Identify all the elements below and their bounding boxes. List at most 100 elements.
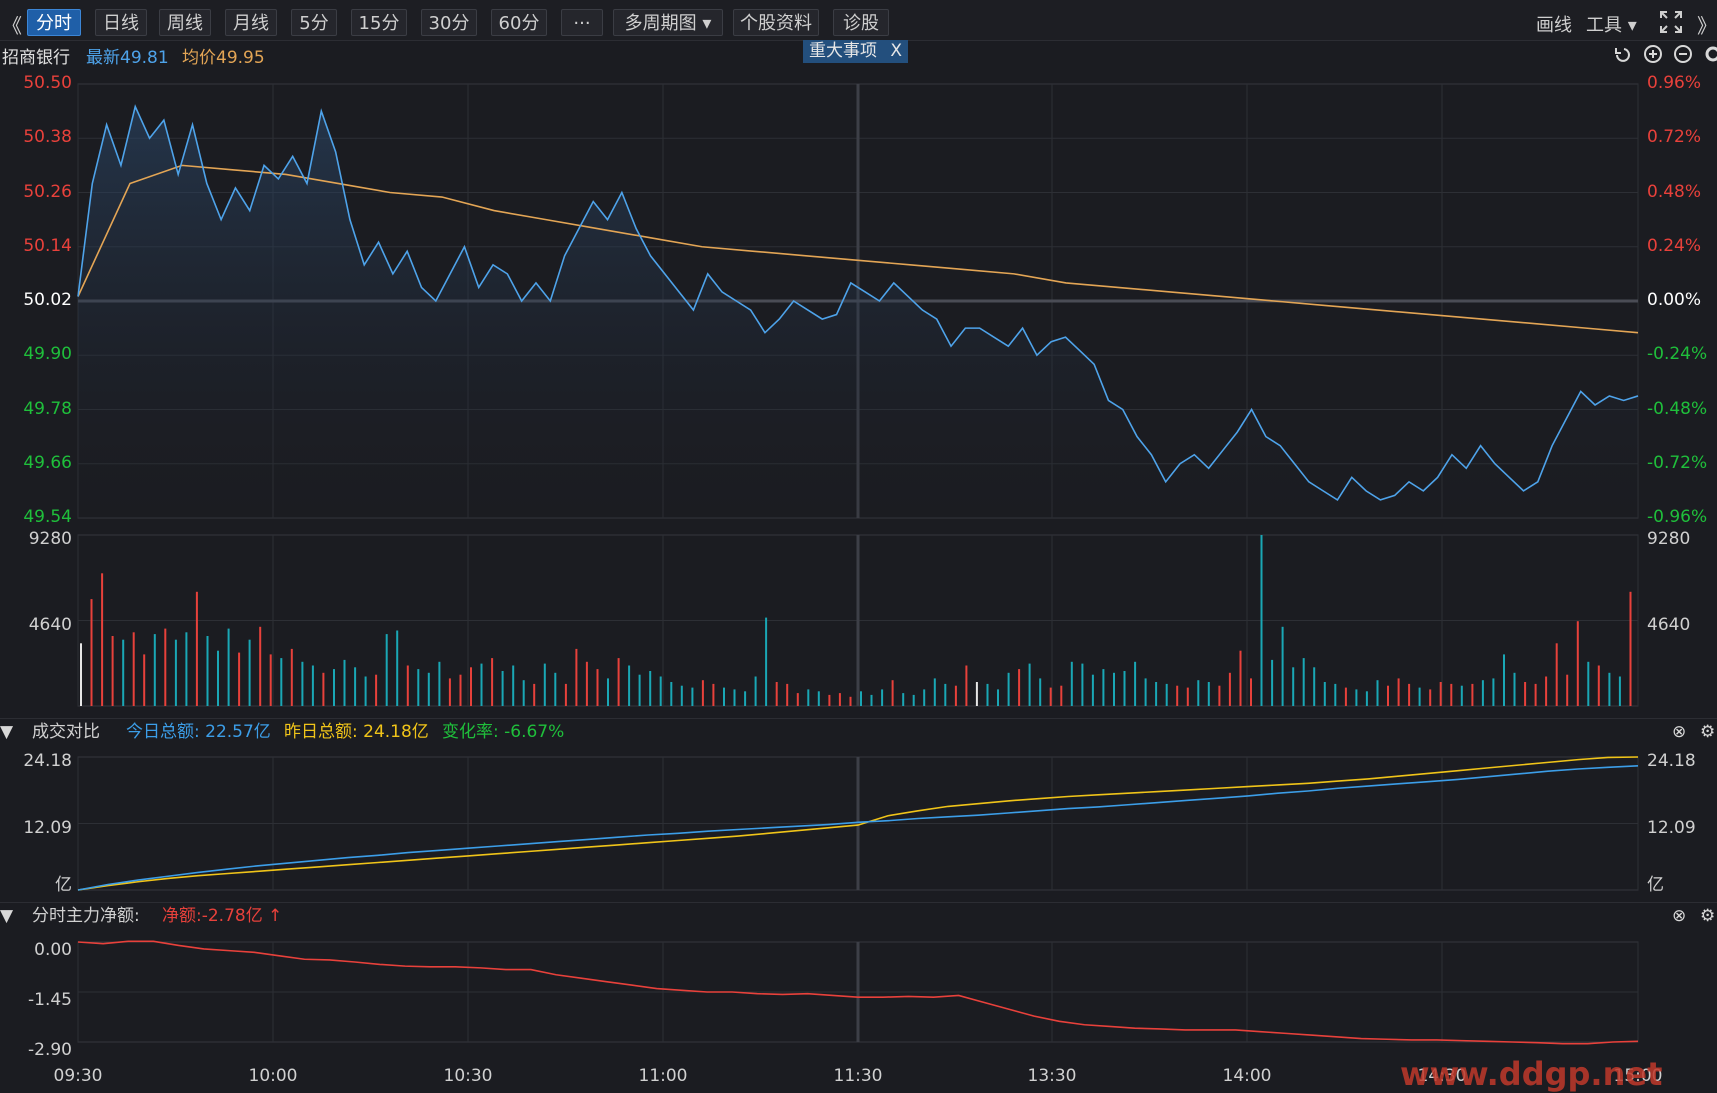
volume-bar xyxy=(206,636,209,706)
volume-bar xyxy=(259,626,262,706)
flow-title: 分时主力净额: xyxy=(32,906,140,926)
volume-bar xyxy=(786,683,789,706)
volume-bar xyxy=(227,628,230,706)
collapse-right-icon[interactable]: 》 xyxy=(1697,14,1717,38)
volume-bar xyxy=(1534,683,1537,706)
volume-bar xyxy=(185,632,188,706)
volume-bar xyxy=(470,667,472,706)
today-turnover-line xyxy=(77,765,1639,891)
volume-bar xyxy=(1123,671,1126,706)
settings-icon[interactable]: ⚙ xyxy=(1700,722,1716,742)
tab-9[interactable]: 多周期图 ▾ xyxy=(613,9,723,36)
volume-bar xyxy=(1091,674,1094,706)
collapse-panel-icon[interactable]: ▼ xyxy=(0,722,14,742)
tab-6[interactable]: 30分 xyxy=(421,9,477,36)
volume-bar xyxy=(1323,682,1326,706)
price-left-tick: 50.38 xyxy=(23,127,72,148)
volume-bar xyxy=(238,652,241,706)
tools-dropdown[interactable]: 工具 ▾ xyxy=(1586,15,1637,36)
zoom-out-icon xyxy=(1674,45,1692,63)
price-left-tick: 50.50 xyxy=(23,73,72,93)
settings-icon[interactable]: ⚙ xyxy=(1700,906,1716,926)
draw-line-button[interactable]: 画线 xyxy=(1536,15,1572,36)
volume-bar xyxy=(438,661,441,706)
volume-bar xyxy=(322,672,325,706)
tab-5[interactable]: 15分 xyxy=(351,9,407,36)
collapse-left-icon[interactable]: 《 xyxy=(2,14,22,38)
volume-bar xyxy=(1049,687,1052,706)
volume-bar xyxy=(954,685,957,706)
volume-bar xyxy=(1060,685,1063,706)
volume-tick: 4640 xyxy=(28,614,72,635)
volume-bar xyxy=(217,650,219,706)
volume-bar xyxy=(1070,661,1073,706)
volume-bar xyxy=(1113,672,1115,706)
volume-bar xyxy=(1334,683,1337,706)
volume-bar xyxy=(1239,650,1242,706)
volume-bar xyxy=(195,591,198,706)
turnover-tick: 亿 xyxy=(55,875,72,895)
close-panel-icon[interactable]: ⊗ xyxy=(1672,722,1687,742)
volume-bar xyxy=(1439,682,1442,706)
turnover-title: 成交对比 xyxy=(32,722,100,742)
volume-bar xyxy=(311,665,314,706)
volume-bar xyxy=(1597,665,1600,706)
price-line xyxy=(77,104,1639,502)
volume-bar xyxy=(775,682,778,706)
volume-bar xyxy=(343,659,346,706)
undo-icon xyxy=(1616,48,1630,62)
volume-bar xyxy=(501,671,504,706)
tab-1[interactable]: 日线 xyxy=(95,9,147,36)
tab-0[interactable]: 分时 xyxy=(27,9,81,36)
volume-bar xyxy=(111,636,114,706)
volume-bar xyxy=(1207,682,1210,706)
volume-bar xyxy=(975,682,978,706)
volume-bar xyxy=(1344,687,1347,706)
price-left-tick: 49.66 xyxy=(23,452,72,473)
volume-bar xyxy=(701,680,704,706)
volume-bar xyxy=(923,689,926,706)
tab-4[interactable]: 5分 xyxy=(291,9,337,36)
close-panel-icon[interactable]: ⊗ xyxy=(1672,906,1687,926)
fullscreen-icon[interactable] xyxy=(1658,9,1684,35)
volume-bar xyxy=(417,669,420,706)
volume-bar xyxy=(1555,643,1558,706)
volume-bar xyxy=(1408,683,1411,706)
flow-tick: 0.00 xyxy=(34,940,72,960)
volume-bar xyxy=(122,639,125,706)
collapse-panel-icon[interactable]: ▼ xyxy=(0,906,14,926)
volume-bar xyxy=(543,663,546,706)
tab-7[interactable]: 60分 xyxy=(491,9,547,36)
volume-bar xyxy=(849,696,852,706)
volume-bar xyxy=(1587,661,1590,706)
turnover-tick: 24.18 xyxy=(23,751,72,771)
volume-bar xyxy=(1618,676,1621,706)
volume-bar xyxy=(628,665,631,706)
volume-bar xyxy=(1397,678,1400,706)
major-event-tag[interactable]: 重大事项 X xyxy=(803,40,909,63)
volume-bar xyxy=(744,691,747,706)
tab-11[interactable]: 诊股 xyxy=(833,9,889,36)
close-icon[interactable]: X xyxy=(890,41,903,61)
time-tick: 10:00 xyxy=(248,1066,298,1086)
volume-bar xyxy=(1450,683,1453,706)
price-left-tick: 49.54 xyxy=(23,507,72,527)
tab-3[interactable]: 月线 xyxy=(225,9,277,36)
volume-bar xyxy=(881,689,884,706)
tab-2[interactable]: 周线 xyxy=(159,9,211,36)
volume-bar xyxy=(617,658,620,706)
volume-bar xyxy=(817,691,820,706)
volume-bar xyxy=(354,667,357,706)
tab-8[interactable]: ··· xyxy=(561,9,603,36)
price-right-tick: 0.96% xyxy=(1647,73,1702,93)
volume-bar xyxy=(649,671,652,706)
volume-bar xyxy=(754,676,757,706)
volume-bar xyxy=(333,669,335,706)
stock-name: 招商银行 xyxy=(2,48,70,68)
volume-bar xyxy=(1566,674,1569,706)
tab-10[interactable]: 个股资料 xyxy=(733,9,819,36)
net-amount: 净额:-2.78亿 xyxy=(162,906,263,926)
volume-bar xyxy=(1492,678,1495,706)
time-tick: 09:30 xyxy=(53,1066,103,1086)
